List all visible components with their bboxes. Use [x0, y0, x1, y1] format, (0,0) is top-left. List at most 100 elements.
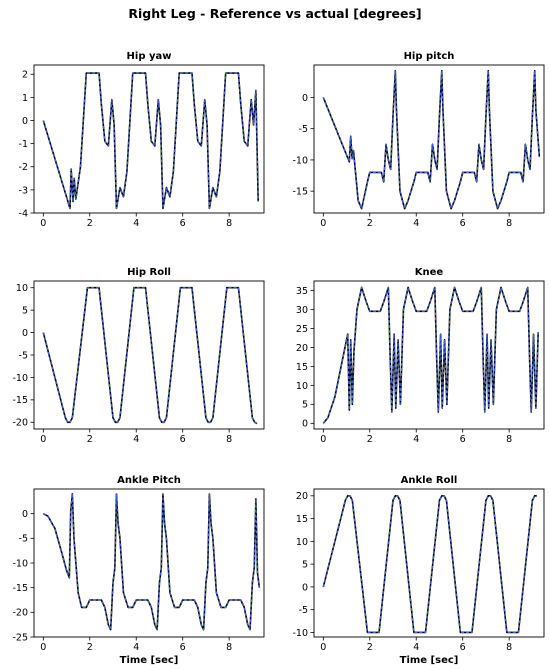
y-tick-label: 2: [22, 70, 28, 81]
x-tick-label: 0: [320, 642, 326, 653]
y-tick-label: 5: [302, 400, 308, 411]
y-tick-label: 20: [296, 491, 308, 502]
x-tick-label: 2: [87, 218, 93, 229]
y-tick-label: -3: [19, 185, 28, 196]
x-axis-label: Time [sec]: [120, 655, 179, 666]
subplot-hip-roll: Hip Roll 0 2 4 6 8 -20 -15 -10 -5 0 5 10: [12, 267, 265, 445]
x-tick-label: 8: [506, 218, 512, 229]
subplot-knee: Knee 0 2 4 6 8 0 5 10 15 20 25 30 35: [296, 267, 545, 445]
y-tick-label: -25: [12, 632, 28, 643]
series-line-actual: [322, 286, 539, 424]
y-tick-label: 20: [296, 343, 308, 354]
x-tick-label: 4: [413, 642, 419, 653]
y-tick-label: -20: [12, 418, 28, 429]
x-tick-label: 2: [367, 434, 373, 445]
subplot-title: Hip pitch: [404, 51, 455, 62]
x-tick-label: 2: [367, 642, 373, 653]
series-line-reference: [42, 287, 258, 425]
y-tick-label: 5: [302, 560, 308, 571]
y-tick-label: -5: [19, 350, 28, 361]
y-tick-label: 10: [296, 537, 308, 548]
axes-frame: [33, 280, 265, 430]
y-tick-label: -15: [12, 395, 28, 406]
axes-frame: [313, 64, 545, 214]
subplot-hip-pitch: Hip pitch 0 2 4 6 8 -15 -10 -5 0: [292, 51, 545, 229]
y-tick-label: -4: [19, 208, 28, 219]
x-tick-label: 6: [180, 218, 186, 229]
subplot-title: Ankle Pitch: [117, 475, 181, 486]
y-tick-label: 10: [16, 283, 28, 294]
y-tick-label: 10: [296, 381, 308, 392]
axes-frame: [33, 64, 265, 214]
y-tick-label: 15: [296, 514, 308, 525]
y-tick-label: -10: [12, 373, 28, 384]
subplot-hip-yaw: Hip yaw 0 2 4 6 8 -4 -3 -2 -1 0 1 2: [19, 51, 265, 229]
x-tick-label: 2: [87, 642, 93, 653]
series-line-actual: [322, 495, 538, 634]
x-tick-label: 8: [506, 642, 512, 653]
subplot-ankle-roll: Ankle Roll 0 2 4 6 8 -10 -5 0 5 10 15 20 Time [sec]: [292, 475, 545, 666]
subplot-title: Ankle Roll: [401, 475, 458, 486]
axes-frame: [313, 488, 545, 638]
x-tick-label: 4: [133, 218, 139, 229]
x-tick-label: 8: [226, 434, 232, 445]
y-tick-label: 0: [302, 582, 308, 593]
y-tick-label: -10: [292, 155, 308, 166]
y-tick-label: -15: [292, 187, 308, 198]
y-tick-label: -10: [12, 558, 28, 569]
y-tick-label: -5: [299, 124, 308, 135]
x-tick-label: 6: [460, 642, 466, 653]
x-tick-label: 0: [40, 218, 46, 229]
x-tick-label: 6: [460, 218, 466, 229]
y-tick-label: -10: [292, 628, 308, 639]
y-tick-label: -5: [299, 605, 308, 616]
x-tick-label: 2: [367, 218, 373, 229]
x-tick-label: 6: [460, 434, 466, 445]
y-tick-label: 35: [296, 286, 308, 297]
y-tick-label: -2: [19, 162, 28, 173]
y-tick-label: 0: [22, 116, 28, 127]
x-tick-label: 4: [133, 434, 139, 445]
x-tick-label: 4: [413, 434, 419, 445]
x-axis-label: Time [sec]: [400, 655, 459, 666]
figure-title: Right Leg - Reference vs actual [degrees…: [128, 6, 421, 21]
y-tick-label: 30: [296, 305, 308, 316]
y-tick-label: 1: [22, 93, 28, 104]
series-line-reference: [322, 70, 540, 210]
x-tick-label: 6: [180, 642, 186, 653]
x-tick-label: 4: [133, 642, 139, 653]
x-tick-label: 2: [87, 434, 93, 445]
series-line-reference: [322, 286, 539, 424]
series-line-reference: [322, 495, 538, 634]
x-tick-label: 0: [40, 434, 46, 445]
subplot-title: Knee: [415, 267, 444, 278]
x-tick-label: 6: [180, 434, 186, 445]
axes-frame: [33, 488, 265, 638]
y-tick-label: -15: [12, 583, 28, 594]
y-tick-label: 0: [302, 93, 308, 104]
x-tick-label: 0: [40, 642, 46, 653]
y-tick-label: 0: [302, 419, 308, 430]
y-tick-label: 0: [22, 509, 28, 520]
x-tick-label: 8: [506, 434, 512, 445]
y-tick-label: 5: [22, 306, 28, 317]
x-tick-label: 4: [413, 218, 419, 229]
x-tick-label: 0: [320, 434, 326, 445]
y-tick-label: -1: [19, 139, 28, 150]
x-tick-label: 8: [226, 218, 232, 229]
subplot-title: Hip yaw: [127, 51, 172, 62]
y-tick-label: -5: [19, 534, 28, 545]
subplot-ankle-pitch: Ankle Pitch 0 2 4 6 8 -25 -20 -15 -10 -5 0 Time [sec…: [12, 475, 265, 666]
y-tick-label: 0: [22, 328, 28, 339]
subplot-title: Hip Roll: [127, 267, 171, 278]
x-tick-label: 8: [226, 642, 232, 653]
y-tick-label: -20: [12, 608, 28, 619]
series-line-actual: [322, 69, 541, 210]
y-tick-label: 25: [296, 324, 308, 335]
series-line-reference: [42, 72, 259, 209]
y-tick-label: 15: [296, 362, 308, 373]
series-line-reference: [43, 493, 260, 631]
axes-frame: [313, 280, 545, 430]
